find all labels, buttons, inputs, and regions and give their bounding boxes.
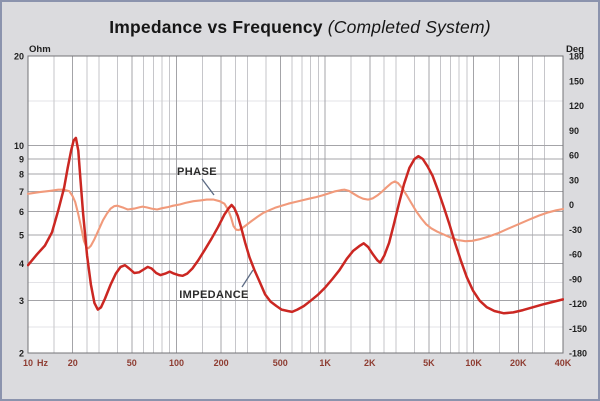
x-tick-10: 10 bbox=[23, 358, 33, 368]
chart-title-main: Impedance vs Frequency bbox=[109, 17, 323, 37]
x-tick-5K: 5K bbox=[423, 358, 435, 368]
y-right-tick--60: -60 bbox=[569, 250, 582, 260]
y-right-tick--150: -150 bbox=[569, 324, 587, 334]
x-tick-20: 20 bbox=[68, 358, 78, 368]
phase-curve bbox=[27, 180, 564, 250]
y-right-tick-90: 90 bbox=[569, 126, 579, 136]
y-left-tick-8: 8 bbox=[19, 170, 24, 180]
y-left-tick-3: 3 bbox=[19, 296, 24, 306]
y-right-tick-60: 60 bbox=[569, 151, 579, 161]
annotation-impedance: IMPEDANCE bbox=[179, 289, 249, 301]
x-axis-unit-label: Hz bbox=[37, 358, 48, 368]
y-right-tick--30: -30 bbox=[569, 225, 582, 235]
annotation-phase: PHASE bbox=[177, 166, 217, 178]
curves bbox=[27, 136, 564, 315]
chart-title: Impedance vs Frequency (Completed System) bbox=[0, 17, 600, 38]
y-left-tick-7: 7 bbox=[19, 187, 24, 197]
grid-major-horizontal bbox=[28, 55, 563, 354]
y-left-tick-9: 9 bbox=[19, 155, 24, 165]
y-left-tick-2: 2 bbox=[19, 349, 24, 359]
y-left-tick-5: 5 bbox=[19, 230, 24, 240]
y-left-tick-4: 4 bbox=[19, 259, 24, 269]
x-tick-20K: 20K bbox=[510, 358, 527, 368]
x-tick-50: 50 bbox=[127, 358, 137, 368]
x-tick-100: 100 bbox=[169, 358, 184, 368]
y-left-tick-6: 6 bbox=[19, 207, 24, 217]
y-left-tick-10: 10 bbox=[14, 141, 24, 151]
x-tick-500: 500 bbox=[273, 358, 288, 368]
x-tick-200: 200 bbox=[214, 358, 229, 368]
x-axis-labels: 10 20 50 100 200 500 1K 2K 5K 10K 20K 40K Hz bbox=[23, 358, 572, 368]
y-right-tick--120: -120 bbox=[569, 299, 587, 309]
y-right-tick-30: 30 bbox=[569, 175, 579, 185]
chart-title-suffix: (Completed System) bbox=[327, 17, 491, 37]
annotation-leader-impedance bbox=[241, 269, 254, 288]
y-left-tick-20: 20 bbox=[14, 52, 24, 62]
y-right-axis-unit-label: Deg bbox=[566, 44, 584, 55]
y-right-axis-labels: 180 150 120 90 60 30 0 -30 -60 -90 -120 -150 -180 Deg bbox=[566, 44, 587, 359]
y-right-tick-150: 150 bbox=[569, 76, 584, 86]
y-right-tick-0: 0 bbox=[569, 200, 574, 210]
y-right-tick--180: -180 bbox=[569, 349, 587, 359]
y-left-axis-unit-label: Ohm bbox=[29, 44, 51, 55]
impedance-curve bbox=[27, 136, 564, 315]
x-tick-2K: 2K bbox=[364, 358, 376, 368]
y-right-tick-120: 120 bbox=[569, 101, 584, 111]
y-left-axis-labels: 20 10 9 8 7 6 5 4 3 2 Ohm bbox=[14, 44, 51, 359]
x-tick-40K: 40K bbox=[555, 358, 572, 368]
plot-border bbox=[27, 55, 564, 354]
x-tick-1K: 1K bbox=[319, 358, 331, 368]
x-tick-10K: 10K bbox=[465, 358, 482, 368]
y-right-tick--90: -90 bbox=[569, 274, 582, 284]
y-right-tick-180: 180 bbox=[569, 52, 584, 62]
plot-area bbox=[28, 56, 563, 353]
annotation-leader-phase bbox=[201, 178, 215, 196]
annotations: PHASE IMPEDANCE bbox=[177, 166, 254, 301]
grid-vertical bbox=[27, 56, 564, 353]
